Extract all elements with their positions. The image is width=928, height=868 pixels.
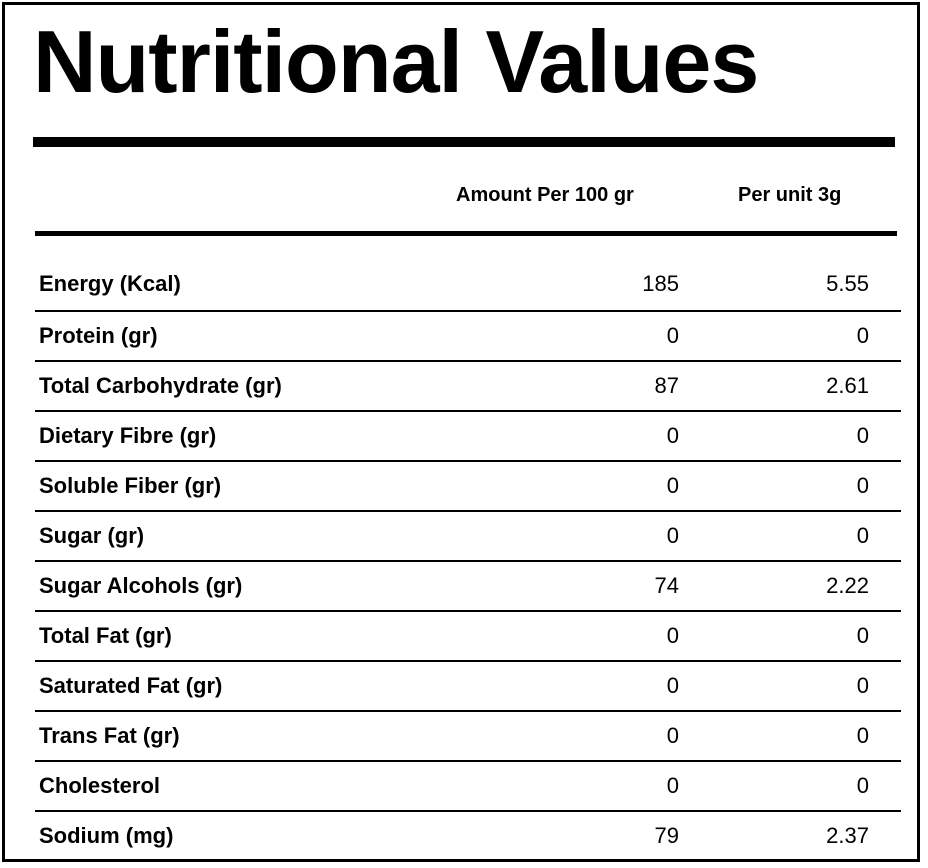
table-row: Cholesterol 0 0 — [35, 760, 901, 810]
amount-per-unit-value: 0 — [856, 723, 869, 748]
amount-per-unit-value: 0 — [856, 523, 869, 548]
amount-per-100-value: 79 — [654, 823, 679, 848]
nutrient-label: Sugar Alcohols (gr) — [39, 573, 243, 598]
title-divider — [33, 137, 895, 147]
amount-per-unit-value: 5.55 — [826, 271, 869, 296]
amount-per-100-value: 0 — [666, 423, 679, 448]
table-row: Sugar Alcohols (gr) 74 2.22 — [35, 560, 901, 610]
amount-per-unit-value: 2.22 — [826, 573, 869, 598]
table-row: Saturated Fat (gr) 0 0 — [35, 660, 901, 710]
amount-per-100-value: 0 — [666, 723, 679, 748]
nutrient-label: Protein (gr) — [39, 323, 158, 348]
column-header-per-unit: Per unit 3g — [738, 184, 842, 206]
nutrient-label: Cholesterol — [39, 773, 161, 798]
header-divider — [35, 231, 897, 236]
nutrition-table: Energy (Kcal) 185 5.55 Protein (gr) 0 0 … — [35, 260, 901, 860]
amount-per-unit-value: 0 — [856, 773, 869, 798]
amount-per-100-value: 74 — [654, 573, 679, 598]
table-row: Total Carbohydrate (gr) 87 2.61 — [35, 360, 901, 410]
table-row: Soluble Fiber (gr) 0 0 — [35, 460, 901, 510]
amount-per-unit-value: 2.61 — [826, 373, 869, 398]
amount-per-100-value: 185 — [642, 271, 679, 296]
amount-per-100-value: 0 — [666, 473, 679, 498]
nutrient-label: Trans Fat (gr) — [39, 723, 180, 748]
amount-per-unit-value: 0 — [856, 623, 869, 648]
amount-per-unit-value: 0 — [856, 673, 869, 698]
nutrient-label: Sugar (gr) — [39, 523, 145, 548]
amount-per-100-value: 0 — [666, 773, 679, 798]
nutrient-label: Sodium (mg) — [39, 823, 174, 848]
amount-per-100-value: 87 — [654, 373, 679, 398]
nutrient-label: Total Fat (gr) — [39, 623, 172, 648]
column-header-per-100: Amount Per 100 gr — [456, 184, 634, 206]
amount-per-100-value: 0 — [666, 623, 679, 648]
amount-per-100-value: 0 — [666, 523, 679, 548]
table-row: Sodium (mg) 79 2.37 — [35, 810, 901, 860]
table-row: Dietary Fibre (gr) 0 0 — [35, 410, 901, 460]
nutrient-label: Total Carbohydrate (gr) — [39, 373, 282, 398]
nutrient-label: Saturated Fat (gr) — [39, 673, 223, 698]
table-row: Energy (Kcal) 185 5.55 — [35, 260, 901, 310]
table-row: Sugar (gr) 0 0 — [35, 510, 901, 560]
page-title: Nutritional Values — [33, 12, 759, 111]
nutrient-label: Dietary Fibre (gr) — [39, 423, 217, 448]
amount-per-100-value: 0 — [666, 673, 679, 698]
table-row: Total Fat (gr) 0 0 — [35, 610, 901, 660]
amount-per-unit-value: 0 — [856, 473, 869, 498]
nutrient-label: Energy (Kcal) — [39, 271, 181, 296]
table-row: Protein (gr) 0 0 — [35, 310, 901, 360]
nutrient-label: Soluble Fiber (gr) — [39, 473, 222, 498]
amount-per-unit-value: 0 — [856, 323, 869, 348]
table-row: Trans Fat (gr) 0 0 — [35, 710, 901, 760]
amount-per-unit-value: 2.37 — [826, 823, 869, 848]
amount-per-unit-value: 0 — [856, 423, 869, 448]
amount-per-100-value: 0 — [666, 323, 679, 348]
